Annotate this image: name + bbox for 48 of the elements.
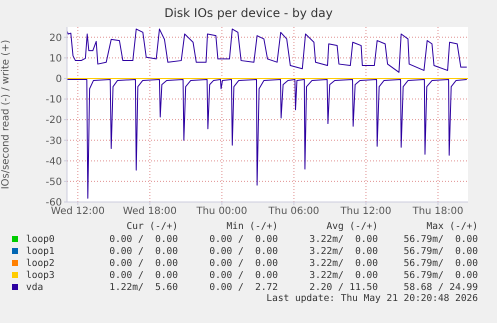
text: 58.68 / 24.99 xyxy=(402,282,478,292)
line-series xyxy=(67,28,468,73)
text: 2.20 / 11.50 xyxy=(308,282,378,292)
y-tick-label: -10 xyxy=(46,94,62,106)
text: 3.22m/ 0.00 xyxy=(308,246,378,256)
x-tick-label: Thu 06:00 xyxy=(268,206,320,218)
x-tick-label: Wed 12:00 xyxy=(50,206,105,218)
text: Last update: Thu May 21 20:20:48 2026 xyxy=(265,293,478,305)
y-tick-label: -30 xyxy=(46,136,62,147)
x-tick-label: Thu 18:00 xyxy=(412,206,464,218)
text: 3.22m/ 0.00 xyxy=(308,258,378,268)
text: Cur (-/+) xyxy=(126,221,178,233)
text: 56.79m/ 0.00 xyxy=(402,258,478,268)
legend-label: vda xyxy=(25,282,44,292)
y-tick-label: -20 xyxy=(46,115,62,126)
text: Min (-/+) xyxy=(226,221,278,233)
text: 56.79m/ 0.00 xyxy=(402,246,478,256)
text: 0.00 / 0.00 xyxy=(108,234,178,244)
x-tick-label: Wed 18:00 xyxy=(122,206,177,218)
text: 0.00 / 0.00 xyxy=(208,234,278,244)
line-series xyxy=(67,79,468,199)
x-tick-label: Thu 00:00 xyxy=(195,206,248,218)
y-tick-label: 10 xyxy=(49,53,62,64)
text: 0.00 / 0.00 xyxy=(208,270,278,280)
text: 3.22m/ 0.00 xyxy=(308,270,378,280)
legend-label: loop3 xyxy=(25,270,56,280)
legend-label: loop1 xyxy=(25,246,56,256)
legend-label: loop2 xyxy=(25,258,56,268)
x-tick-label: Thu 12:00 xyxy=(340,206,392,218)
y-tick-label: -40 xyxy=(46,156,62,168)
text: Max (-/+) xyxy=(426,221,478,233)
text: 56.79m/ 0.00 xyxy=(402,234,478,244)
text: 0.00 / 0.00 xyxy=(108,270,178,280)
chart-title: Disk IOs per device - by day xyxy=(163,6,334,20)
text: 3.22m/ 0.00 xyxy=(308,234,378,244)
text: 0.00 / 0.00 xyxy=(208,246,278,256)
text: 56.79m/ 0.00 xyxy=(402,270,478,280)
text: 0.00 / 0.00 xyxy=(108,258,178,268)
y-tick-label: 0 xyxy=(56,74,62,86)
text: 0.00 / 0.00 xyxy=(208,258,278,268)
text: 0.00 / 2.72 xyxy=(208,282,278,292)
legend-label: loop0 xyxy=(25,234,56,244)
text: 0.00 / 0.00 xyxy=(108,246,178,256)
text: Avg (-/+) xyxy=(326,221,378,233)
y-tick-label: 20 xyxy=(49,32,62,44)
y-tick-label: -50 xyxy=(46,176,62,188)
text: 1.22m/ 5.60 xyxy=(108,282,178,292)
y-axis-title: IOs/second read (-) / write (+) xyxy=(0,40,12,190)
